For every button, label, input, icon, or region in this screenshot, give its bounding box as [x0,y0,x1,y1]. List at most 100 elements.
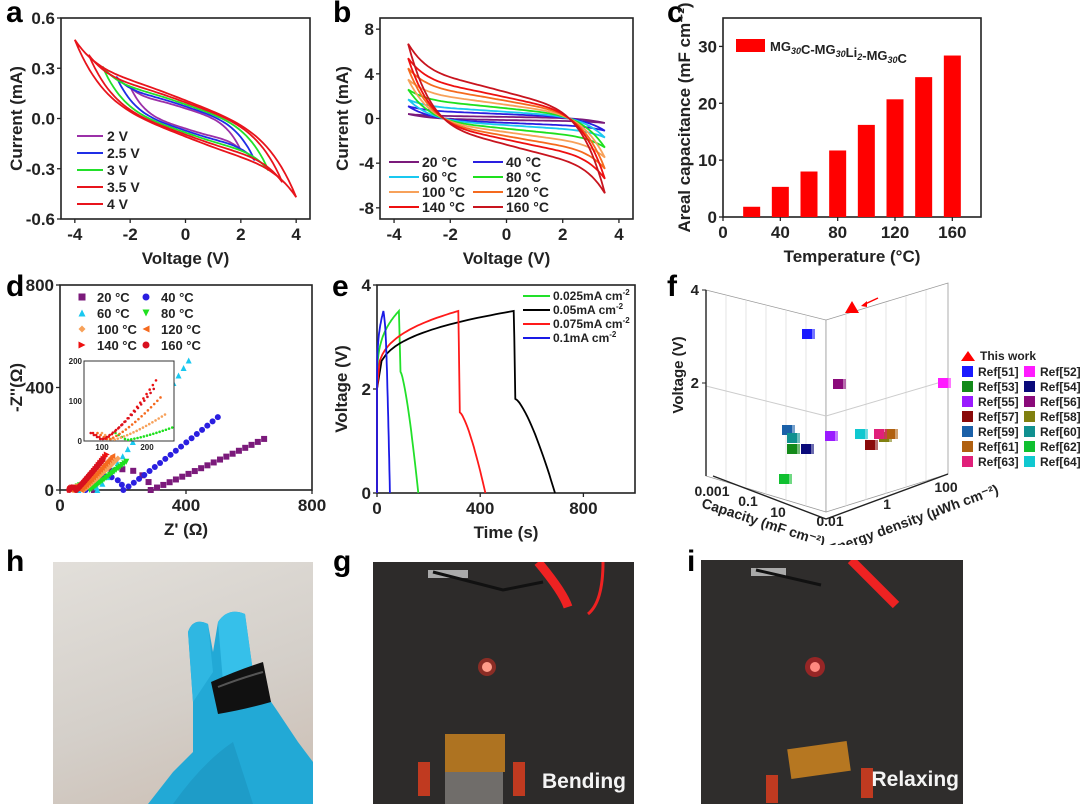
figure-charts: -4 -2 0 2 4 -0.6 -0.3 0.0 0.3 0.6 Voltage (V) Curre… [7,2,1080,545]
panel-label-f: f [667,270,677,303]
gcd-curve-3 [376,310,391,494]
bar-140 [915,77,933,217]
x-tick-label: 400 [466,499,494,518]
legend-label: 80 °C [161,306,194,321]
data-cube-60 [787,433,797,443]
inset-point [111,431,115,434]
x-tick-label: 0.001 [694,483,729,499]
marker-circle [99,456,106,463]
inset-point [148,388,151,391]
inset-point [96,431,99,435]
legend-label: 140 °C [422,199,465,215]
x-tick-label: -2 [443,225,458,244]
inset-point [142,397,145,400]
legend-label-part: -MG [862,48,887,63]
marker-diamond [114,455,121,462]
inset-point [160,415,164,418]
marker-circle [172,447,179,454]
panel-label-h: h [6,545,25,578]
cv-loop-40C [407,105,606,132]
legend-label: 120 °C [161,322,202,337]
legend-superscript: -2 [623,316,631,325]
marker-square [217,456,224,463]
x-tick-label: -4 [67,225,83,244]
data-cube-57 [865,440,875,450]
inset-point [151,383,155,387]
marker-square [210,459,217,466]
bar-60 [800,171,818,217]
x-axis-label: Z' (Ω) [164,520,208,539]
legend-label: 40 °C [506,154,541,170]
legend-label: 0.025mA cm-2 [553,288,630,303]
legend-label: 40 °C [161,290,194,305]
inset-point [123,437,127,441]
x-axis-label: Voltage (V) [463,249,551,268]
y-tick-label: 4 [362,276,372,295]
inset-point [139,403,143,406]
y-tick-label: 4 [691,282,700,299]
data-cube-side [895,429,898,439]
data-cube-side [811,444,814,454]
marker-circle [146,468,153,475]
legend-label: 160 °C [161,338,202,353]
y-tick-label: 0 [708,208,717,227]
cv-loop-25V [115,76,256,161]
marker-square [261,435,268,442]
inset-point [159,396,162,399]
legend-this-work-marker [961,351,975,361]
y-axis-label: Current (mA) [333,66,352,171]
y-tick-label: 10 [698,151,717,170]
inset-point [149,405,153,409]
inset-point [102,437,105,441]
inset-point [151,420,154,424]
legend-label: Ref[52] [1040,365,1080,379]
inset-point [127,425,131,429]
legend-swatch [962,396,973,407]
cv-loop-60C [407,98,606,139]
chart-b: -4 -2 0 2 4 -8 -4 0 4 8 Voltage (V) Current (mA) 20 … [333,17,634,268]
marker-square [147,487,154,493]
legend-label: MG30C-MG30Li2-MG30C [770,39,908,66]
legend-swatch [736,39,765,52]
chart-a: -4 -2 0 2 4 -0.6 -0.3 0.0 0.3 0.6 Voltage (V) Curre… [7,9,311,268]
inset-point [145,392,148,396]
inset-point [130,423,134,426]
marker-triangle-down [142,309,150,317]
panel-label-e: e [332,270,349,303]
y-tick-label: 400 [26,379,54,398]
inset-point [134,420,137,424]
legend-swatch [1024,426,1035,437]
marker-circle [142,293,150,301]
x-tick-label: 0 [718,223,727,242]
y-tick-label: 4 [365,65,375,84]
legend-label-part: Li [846,45,858,60]
caption-relaxing: Relaxing [871,768,959,791]
legend-label: Ref[61] [978,440,1019,454]
marker-square [191,468,198,475]
inset-point [130,413,133,417]
data-cube-side [884,429,887,439]
marker-square [179,473,186,480]
marker-square [145,479,152,486]
marker-square [248,441,255,448]
x-tick-label: 120 [881,223,909,242]
inset-point [127,416,130,420]
panel-label-a: a [6,0,23,29]
legend-label: Ref[54] [1040,380,1080,394]
inset-point [138,427,142,431]
marker-circle [141,471,148,478]
z-tick-label: 100 [934,479,958,495]
inset-point [143,399,146,402]
data-cube-62 [779,474,789,484]
pointer-arrowhead [861,301,867,307]
inset-point [108,433,111,437]
marker-circle [199,426,206,433]
x-tick-label: 800 [569,499,597,518]
inset-point [137,417,140,421]
relaxing-scene [751,560,900,803]
legend-label: 60 °C [97,306,130,321]
inset-point [163,413,167,416]
bar-120 [886,99,904,217]
legend-label: 100 °C [422,184,465,200]
marker-circle [120,487,127,493]
